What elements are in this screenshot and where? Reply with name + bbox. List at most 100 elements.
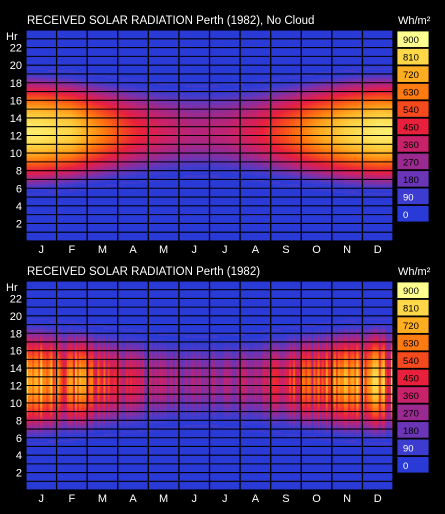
heat-cell	[53, 144, 57, 147]
heat-cell	[29, 126, 33, 130]
heat-cell	[136, 172, 140, 176]
heat-cell	[148, 155, 152, 158]
heat-cell	[123, 159, 128, 163]
heat-cell	[154, 135, 158, 139]
heat-cell	[108, 153, 113, 156]
heat-cell	[44, 131, 48, 134]
heat-cell	[50, 133, 54, 136]
heat-cell	[172, 93, 177, 97]
heat-cell	[32, 76, 36, 79]
heat-cell	[93, 93, 97, 97]
heat-cell	[129, 139, 134, 143]
heat-cell	[120, 155, 125, 158]
heat-cell	[334, 190, 339, 194]
heat-cell	[50, 131, 54, 134]
heat-cell	[81, 78, 85, 81]
heat-cell	[38, 120, 42, 123]
heat-cell	[53, 93, 57, 97]
heat-cell	[111, 117, 116, 121]
heat-cell	[71, 126, 76, 130]
heat-cell	[172, 111, 177, 114]
heat-cell	[47, 135, 51, 139]
heat-cell	[87, 181, 91, 185]
heat-cell	[84, 115, 88, 119]
heat-cell	[71, 170, 76, 174]
heat-cell	[99, 166, 103, 169]
heat-cell	[163, 117, 168, 121]
heat-cell	[114, 100, 119, 103]
heat-cell	[151, 109, 155, 112]
heat-cell	[96, 146, 100, 150]
heat-cell	[81, 120, 85, 123]
heat-cell	[148, 117, 152, 121]
heat-cell	[233, 87, 238, 90]
heat-cell	[123, 153, 128, 156]
heat-cell	[102, 95, 106, 99]
heat-cell	[169, 95, 174, 99]
heat-cell	[99, 175, 103, 178]
heat-cell	[35, 164, 39, 167]
heat-cell	[81, 135, 85, 139]
heat-cell	[151, 128, 155, 132]
heat-cell	[50, 104, 54, 108]
heat-cell	[142, 89, 146, 92]
heat-cell	[35, 104, 39, 108]
heat-cell	[172, 157, 177, 161]
heat-cell	[47, 128, 51, 132]
heat-cell	[32, 177, 36, 180]
heat-cell	[35, 177, 39, 180]
heat-cell	[102, 93, 106, 97]
heat-cell	[145, 95, 149, 99]
heat-cell	[35, 175, 39, 178]
heat-cell	[50, 137, 54, 141]
heat-cell	[81, 146, 85, 150]
heat-cell	[56, 142, 61, 145]
heat-cell	[56, 117, 61, 121]
heat-cell	[99, 100, 103, 103]
heat-cell	[59, 137, 64, 141]
heat-cell	[29, 128, 33, 132]
heat-cell	[181, 161, 186, 165]
heat-cell	[35, 172, 39, 176]
heat-cell	[166, 109, 171, 112]
heat-cell	[65, 155, 70, 158]
heat-cell	[93, 137, 97, 141]
heat-cell	[166, 135, 171, 139]
heat-cell	[32, 142, 36, 145]
heat-cell	[53, 159, 57, 163]
heat-cell	[62, 148, 67, 152]
heat-cell	[87, 150, 91, 154]
heat-cell	[44, 188, 48, 191]
heat-cell	[29, 106, 33, 110]
heat-cell	[99, 153, 103, 156]
heat-cell	[87, 188, 91, 191]
heat-cell	[41, 179, 45, 183]
heat-cell	[99, 82, 103, 86]
heat-cell	[41, 104, 45, 108]
heat-cell	[142, 124, 146, 128]
heat-cell	[99, 124, 103, 128]
heat-cell	[114, 109, 119, 112]
heat-cell	[53, 113, 57, 117]
heat-cell	[117, 133, 122, 136]
heat-cell	[142, 98, 146, 101]
heat-cell	[99, 104, 103, 108]
heat-cell	[133, 148, 137, 152]
heat-cell	[81, 76, 85, 79]
heat-cell	[74, 104, 79, 108]
heat-cell	[53, 150, 57, 154]
heat-cell	[148, 150, 152, 154]
heat-cell	[32, 126, 36, 130]
heat-cell	[93, 150, 97, 154]
heat-cell	[62, 95, 67, 99]
heat-cell	[160, 128, 165, 132]
heat-cell	[151, 95, 155, 99]
heat-cell	[50, 111, 54, 114]
heat-cell	[96, 137, 100, 141]
heat-cell	[44, 73, 48, 77]
heat-cell	[151, 115, 155, 119]
heat-cell	[157, 98, 161, 101]
heat-cell	[157, 159, 161, 163]
heat-cell	[142, 135, 146, 139]
heat-cell	[123, 135, 128, 139]
